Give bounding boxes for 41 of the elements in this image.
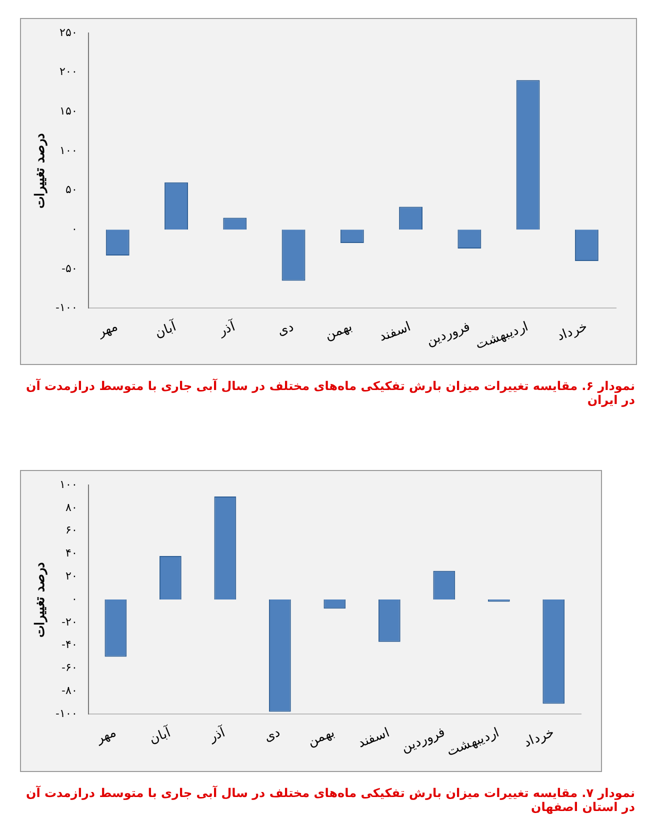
y-tick-label: ۸۰ bbox=[65, 500, 78, 514]
x-tick-label: بهمن bbox=[323, 319, 355, 344]
x-tick-label: مهر bbox=[95, 319, 120, 341]
y-tick-label: ۵۰ bbox=[65, 183, 78, 196]
x-tick-label: آذر bbox=[206, 722, 229, 746]
x-tick-label: فروردین bbox=[424, 319, 472, 350]
y-tick-label: ۱۰۰ bbox=[59, 144, 78, 157]
text: نمودار ۷. مقایسه تغییرات میزان بارش تفکیکی ماه‌های مختلف در سال آبی جاری با متوسط درازمدت آن در استان اصفهان bbox=[24, 786, 635, 814]
text: نمودار ۶. مقایسه تغییرات میزان بارش تفکیکی ماه‌های مختلف در سال آبی جاری با متوسط درازمدت آن در ایران bbox=[24, 379, 635, 407]
y-tick-label: ۱۰۰ bbox=[59, 478, 78, 491]
x-tick-label: دی bbox=[276, 319, 296, 340]
y-axis-title: درصد تغییرات bbox=[33, 562, 48, 638]
y-tick-label: -۵۰ bbox=[62, 262, 78, 275]
x-tick-label: بهمن bbox=[306, 725, 338, 750]
y-tick-label: ۲۵۰ bbox=[59, 26, 78, 39]
y-tick-label: ۴۰ bbox=[65, 546, 78, 560]
x-tick-label: اردیبهشت bbox=[474, 319, 531, 353]
y-tick-label: ۰ bbox=[71, 222, 78, 236]
y-tick-label: ۶۰ bbox=[65, 524, 78, 537]
y-tick-label: -۶۰ bbox=[62, 661, 78, 674]
y-axis-title: درصد تغییرات bbox=[33, 132, 48, 208]
y-tick-label: -۴۰ bbox=[62, 638, 78, 652]
x-tick-label: اسفند bbox=[377, 319, 414, 345]
y-tick-label: -۱۰۰ bbox=[56, 301, 78, 314]
y-tick-label: -۱۰۰ bbox=[56, 706, 78, 720]
x-tick-label: آذر bbox=[216, 317, 238, 340]
y-tick-label: ۲۰۰ bbox=[59, 65, 78, 78]
x-tick-label: دی bbox=[262, 725, 283, 746]
y-tick-label: ۰ bbox=[71, 592, 78, 606]
x-tick-label: خرداد bbox=[522, 725, 556, 751]
x-tick-label: اسفند bbox=[356, 725, 392, 752]
y-tick-label: ۱۵۰ bbox=[59, 104, 78, 118]
x-tick-label: فروردین bbox=[400, 725, 447, 756]
x-tick-label: خرداد bbox=[554, 319, 590, 344]
x-tick-label: آبان bbox=[146, 722, 174, 748]
x-tick-label: مهر bbox=[93, 725, 118, 747]
y-tick-label: ۲۰ bbox=[65, 569, 78, 582]
x-tick-label: اردیبهشت bbox=[445, 725, 502, 760]
x-tick-label: آبان bbox=[152, 317, 180, 342]
y-tick-label: -۸۰ bbox=[62, 684, 78, 697]
y-tick-label: -۲۰ bbox=[62, 615, 78, 628]
